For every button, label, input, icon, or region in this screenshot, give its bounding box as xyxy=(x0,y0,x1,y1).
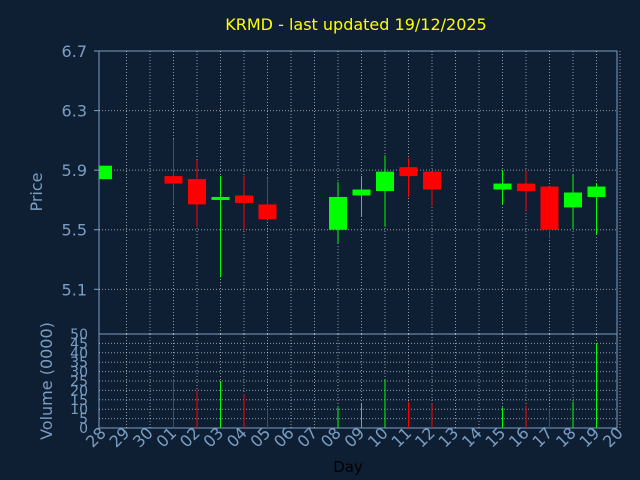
volume-tick-label: 45 xyxy=(70,336,88,352)
volume-tick-label: 0 xyxy=(79,421,88,437)
candle-body xyxy=(258,204,277,220)
candle-body xyxy=(540,186,559,230)
candle-body xyxy=(517,183,535,192)
candle-body xyxy=(352,189,371,196)
day-tick-labels: 2829300102030405060708091011121314151617… xyxy=(82,423,627,451)
volume-tick-label: 50 xyxy=(70,327,88,343)
volume-tick-label: 5 xyxy=(79,412,88,428)
candle-body xyxy=(188,179,206,205)
volume-bars xyxy=(173,343,597,428)
price-tick-label: 5.5 xyxy=(62,221,87,240)
candle-body xyxy=(376,171,394,192)
volume-tick-label: 20 xyxy=(70,383,88,399)
price-tick-label: 6.7 xyxy=(62,42,87,61)
volume-tick-label: 35 xyxy=(70,355,88,371)
chart-title: KRMD - last updated 19/12/2025 xyxy=(225,15,486,34)
price-axis-label: Price xyxy=(27,172,46,211)
candle-body xyxy=(493,183,512,190)
candles xyxy=(99,138,606,278)
candle-body xyxy=(329,196,347,230)
candle-body xyxy=(564,192,582,208)
price-tick-label: 5.9 xyxy=(62,161,87,180)
candle-body xyxy=(164,176,183,184)
volume-tick-label: 30 xyxy=(70,365,88,381)
volume-axis-label: Volume (0000) xyxy=(37,322,56,440)
candle-body xyxy=(399,167,418,177)
volume-tick-label: 25 xyxy=(70,374,88,390)
candle-body xyxy=(99,165,112,180)
candle-body xyxy=(423,171,441,190)
volume-tick-label: 40 xyxy=(70,346,88,362)
candle-body xyxy=(211,196,230,200)
day-axis-label: Day xyxy=(333,458,363,476)
price-tick-label: 6.3 xyxy=(62,102,87,121)
price-tick-labels: 6.7 6.3 5.9 5.5 5.1 xyxy=(62,42,99,299)
volume-tick-label: 10 xyxy=(70,402,88,418)
candle-body xyxy=(587,186,606,197)
candle-body xyxy=(235,195,253,203)
price-tick-label: 5.1 xyxy=(62,280,87,299)
volume-tick-label: 15 xyxy=(70,393,88,409)
